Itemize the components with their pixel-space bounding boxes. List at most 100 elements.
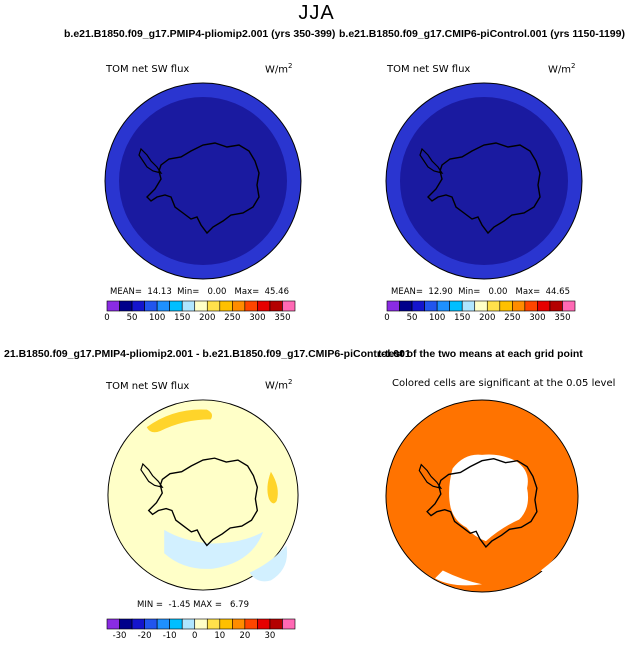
colorbar-tick-label: 0 (192, 631, 198, 641)
colorbar-swatch (524, 300, 538, 312)
negative-anomaly-south (249, 545, 288, 582)
ocean-field (400, 97, 568, 265)
positive-anomaly-band (146, 409, 213, 433)
not-significant-south-west (434, 570, 482, 586)
colorbar-tick-label: -10 (162, 631, 177, 641)
panel4-subtitle: Colored cells are significant at the 0.0… (392, 378, 616, 389)
colorbar-swatch (411, 300, 425, 312)
panel2-units: W/m2 (548, 62, 576, 76)
colorbar-swatch (269, 618, 283, 630)
colorbar-swatch (486, 300, 501, 312)
colorbar-tick-label: 20 (239, 631, 251, 641)
colorbar-swatch (119, 618, 133, 630)
colorbar-swatch (131, 300, 145, 312)
season-title: JJA (298, 2, 335, 24)
colorbar-tick-label: 30 (264, 631, 276, 641)
colorbar-swatch (269, 300, 283, 312)
colorbar-tick-label: -30 (112, 631, 127, 641)
colorbar-tick-label: 150 (454, 313, 471, 323)
antarctic-peninsula (418, 463, 443, 490)
not-significant-south-east (540, 545, 569, 577)
colorbar-swatch (169, 300, 183, 312)
panel2-map (385, 82, 583, 280)
panel1-max: 45.46 (264, 287, 289, 297)
panel1-units: W/m2 (265, 62, 293, 76)
colorbar-swatch (131, 618, 145, 630)
colorbar-tick-label: -20 (137, 631, 152, 641)
colorbar-tick-label: 350 (554, 313, 571, 323)
panel1-map (104, 82, 302, 280)
panel2-title: b.e21.B1850.f09_g17.CMIP6-piControl.001 … (339, 28, 625, 40)
colorbar-tick-label: 0 (104, 313, 110, 323)
antarctica-coastline (426, 458, 538, 549)
colorbar-swatch (169, 618, 183, 630)
panel1-title: b.e21.B1850.f09_g17.PMIP4-pliomip2.001 (… (64, 28, 336, 40)
colorbar-swatch (206, 618, 221, 630)
colorbar-swatch (144, 618, 158, 630)
colorbar-tick-label: 200 (479, 313, 496, 323)
colorbar-swatch (156, 300, 170, 312)
panel2-colorbar (386, 300, 576, 312)
panel1-colorbar (106, 300, 296, 312)
antarctic-peninsula (140, 462, 164, 489)
colorbar-swatch (244, 300, 258, 312)
panel2-stats: MEAN= 12.90 Min= 0.00 Max= 44.65 (391, 287, 570, 297)
colorbar-tick-label: 250 (224, 313, 241, 323)
colorbar-swatch (219, 618, 233, 630)
panel3-max: 6.79 (230, 600, 249, 610)
colorbar-swatch (512, 300, 526, 312)
ocean-field (119, 97, 287, 265)
colorbar-swatch (181, 300, 196, 312)
colorbar-tick-label: 350 (274, 313, 291, 323)
colorbar-swatch (474, 300, 488, 312)
antarctic-peninsula (138, 147, 163, 174)
panel2-mean: 12.90 (428, 287, 453, 297)
colorbar-swatch (549, 300, 563, 312)
colorbar-tick-label: 250 (504, 313, 521, 323)
colorbar-tick-label: 10 (214, 631, 226, 641)
colorbar-tick-label: 200 (199, 313, 216, 323)
panel1-variable-label: TOM net SW flux (106, 64, 190, 75)
colorbar-swatch (537, 300, 551, 312)
antarctica-coastline (427, 142, 541, 235)
colorbar-swatch (206, 300, 221, 312)
colorbar-tick-label: 50 (126, 313, 138, 323)
colorbar-swatch (424, 300, 438, 312)
not-significant-interior (449, 454, 529, 542)
colorbar-swatch (232, 300, 246, 312)
panel3-units: W/m2 (265, 378, 293, 392)
panel3-title: 21.B1850.f09_g17.PMIP4-pliomip2.001 - b.… (4, 348, 411, 360)
colorbar-swatch (399, 300, 413, 312)
colorbar-tick-label: 50 (406, 313, 418, 323)
panel3-map (107, 399, 299, 591)
colorbar-swatch (282, 300, 296, 312)
colorbar-swatch (219, 300, 233, 312)
panel3-colorbar (106, 618, 296, 630)
panel3-variable-label: TOM net SW flux (106, 381, 190, 392)
panel1-min: 0.00 (207, 287, 227, 297)
colorbar-swatch (144, 300, 158, 312)
colorbar-swatch (257, 618, 271, 630)
panel2-colorbar-ticks: 0 50 100 150 200 250 300 350 (384, 313, 575, 325)
colorbar-swatch (499, 300, 513, 312)
panel2-min: 0.00 (488, 287, 508, 297)
colorbar-swatch (119, 300, 133, 312)
colorbar-tick-label: 100 (149, 313, 166, 323)
antarctica-coastline (146, 142, 260, 235)
panel2-max: 44.65 (545, 287, 570, 297)
colorbar-swatch (461, 300, 476, 312)
colorbar-tick-label: 100 (429, 313, 446, 323)
panel2-variable-label: TOM net SW flux (387, 64, 471, 75)
panel1-mean: 14.13 (147, 287, 172, 297)
panel4-map (385, 399, 579, 593)
colorbar-swatch (232, 618, 246, 630)
positive-anomaly-east (267, 471, 278, 504)
antarctica-coastline (147, 457, 259, 547)
panel1-colorbar-ticks: 0 50 100 150 200 250 300 350 (104, 313, 295, 325)
panel3-stats: MIN = -1.45 MAX = 6.79 (137, 600, 249, 610)
colorbar-swatch (386, 300, 400, 312)
colorbar-tick-label: 300 (249, 313, 266, 323)
antarctic-peninsula (419, 147, 444, 174)
colorbar-tick-label: 300 (529, 313, 546, 323)
colorbar-swatch (106, 618, 120, 630)
